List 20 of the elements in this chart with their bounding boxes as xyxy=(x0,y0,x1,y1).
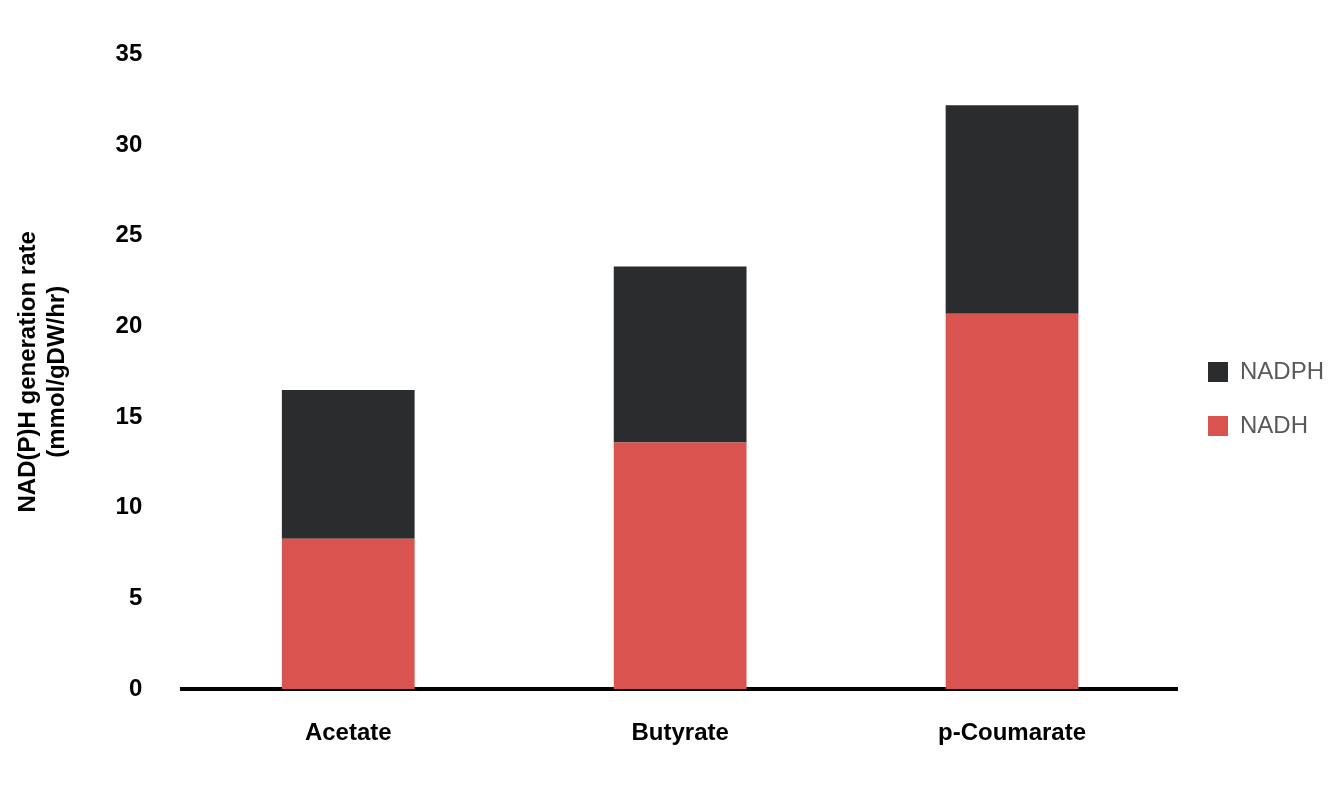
x-tick-label: p-Coumarate xyxy=(938,718,1087,746)
legend-label: NADH xyxy=(1239,410,1308,438)
y-tick-label: 10 xyxy=(115,492,143,520)
x-tick-label: Acetate xyxy=(304,718,392,746)
bar xyxy=(945,313,1079,690)
bar xyxy=(613,442,747,690)
y-tick-label: 35 xyxy=(115,39,143,67)
bar xyxy=(613,266,747,443)
bar xyxy=(945,105,1079,314)
x-tick-label: Butyrate xyxy=(631,718,729,746)
legend-label: NADPH xyxy=(1239,356,1324,384)
bar xyxy=(281,389,415,539)
y-tick-label: 20 xyxy=(115,311,143,339)
bar xyxy=(281,538,415,690)
y-tick-label: 0 xyxy=(128,673,143,701)
y-tick-label: 5 xyxy=(128,583,143,611)
y-axis-title: NAD(P)H generation rate (mmol/gDW/hr) xyxy=(13,231,69,513)
y-tick-label: 30 xyxy=(115,129,143,157)
y-tick-label: 25 xyxy=(115,220,143,248)
y-tick-label: 15 xyxy=(115,401,143,429)
